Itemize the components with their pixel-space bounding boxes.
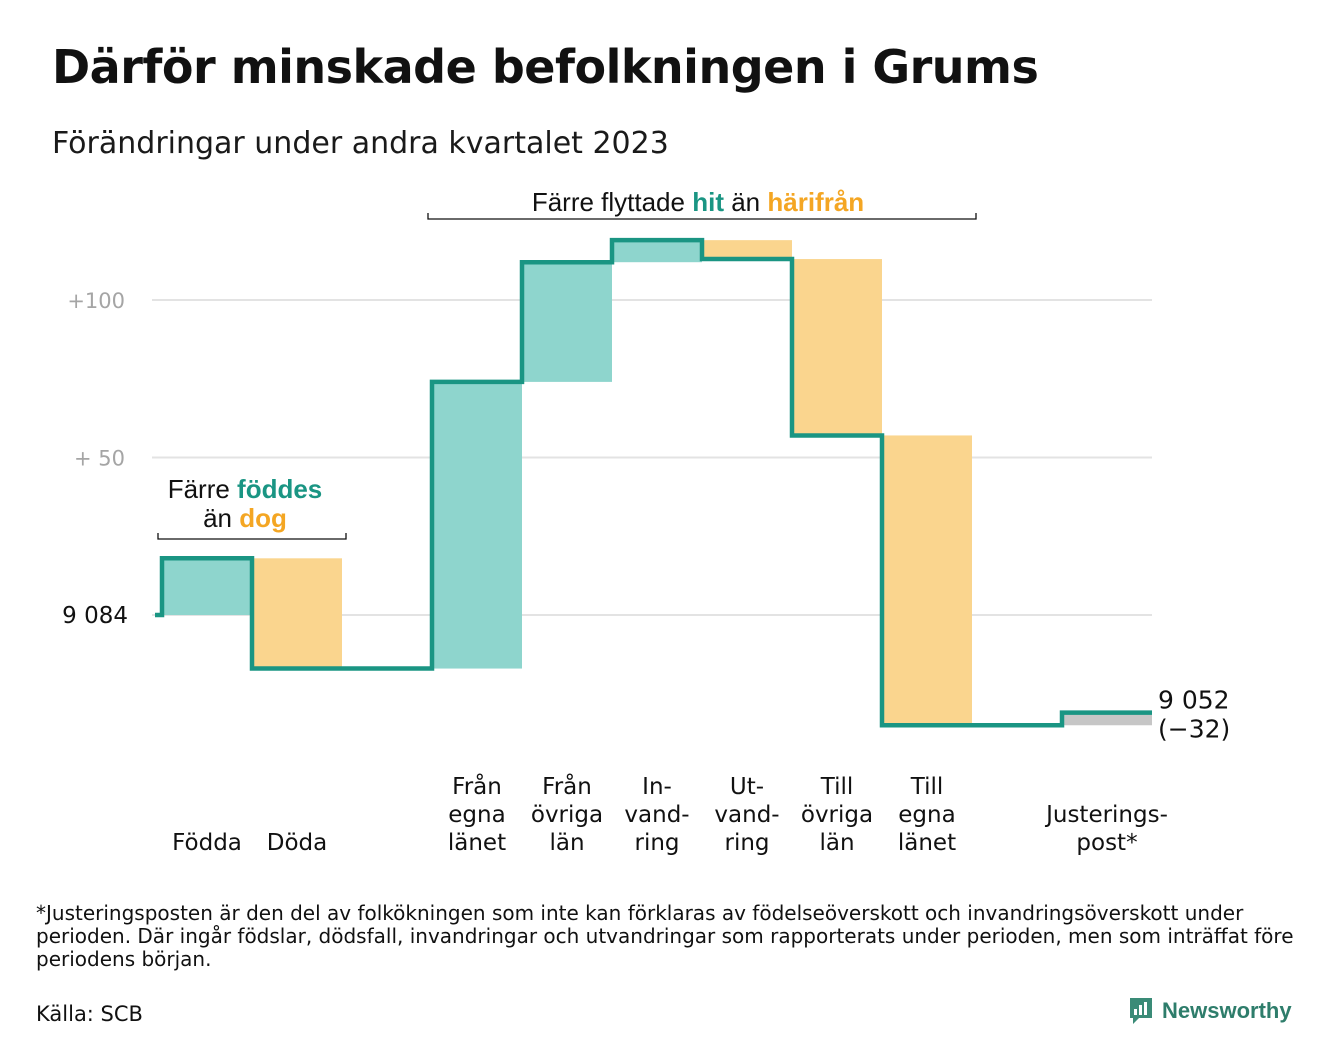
start-value-label: 9 084	[62, 603, 128, 629]
footnote: *Justeringsposten är den del av folkökni…	[36, 901, 1294, 971]
bar-6	[702, 240, 792, 260]
bar-9	[1062, 712, 1152, 726]
category-label: post*	[1076, 830, 1137, 856]
category-label: Till	[820, 774, 854, 800]
category-label: Från	[542, 772, 592, 800]
annotation-text: Färre föddes	[168, 474, 323, 504]
y-tick-label-100: +100	[67, 289, 125, 313]
chart-title: Därför minskade befolkningen i Grums	[52, 40, 1039, 94]
category-label: Döda	[267, 830, 327, 856]
category-label: länet	[448, 830, 506, 856]
category-label: egna	[898, 802, 955, 828]
category-label: vand-	[624, 802, 689, 828]
category-label: ring	[724, 830, 769, 856]
annotation-bracket-migration	[427, 213, 977, 220]
category-label: övriga	[531, 802, 603, 828]
bar-5	[612, 240, 702, 263]
category-label: länet	[898, 830, 956, 856]
category-label: län	[819, 830, 854, 856]
bar-4	[522, 262, 612, 382]
annotation-bracket-births	[157, 533, 347, 540]
category-label: Justerings-	[1044, 802, 1168, 828]
end-change-label: (−32)	[1158, 715, 1230, 744]
annotation-text: Färre flyttade hit än härifrån	[532, 187, 864, 217]
bar-2	[252, 558, 342, 669]
annotation-text: än dog	[203, 503, 287, 533]
category-label: län	[549, 830, 584, 856]
category-label: Födda	[172, 830, 242, 856]
newsworthy-logo-icon	[1130, 998, 1152, 1024]
source-note: Källa: SCB	[36, 1002, 143, 1026]
y-tick-label-50: + 50	[74, 447, 125, 471]
category-label: Ut-	[730, 774, 764, 800]
bar-3	[432, 381, 522, 669]
bar-8	[882, 435, 972, 726]
category-label: In-	[642, 774, 672, 800]
brand-name: Newsworthy	[1162, 998, 1292, 1023]
category-label: ring	[634, 830, 679, 856]
brand-logo: Newsworthy	[1128, 996, 1292, 1026]
category-label: Till	[910, 774, 944, 800]
category-label: övriga	[801, 802, 873, 828]
category-label: egna	[448, 802, 505, 828]
cumulative-line	[155, 237, 1152, 728]
category-label: vand-	[714, 802, 779, 828]
bar-1	[162, 558, 252, 615]
chart-subtitle: Förändringar under andra kvartalet 2023	[52, 126, 669, 161]
category-label: Från	[452, 772, 502, 800]
end-value-label: 9 052	[1158, 686, 1230, 715]
bar-7	[792, 259, 882, 436]
